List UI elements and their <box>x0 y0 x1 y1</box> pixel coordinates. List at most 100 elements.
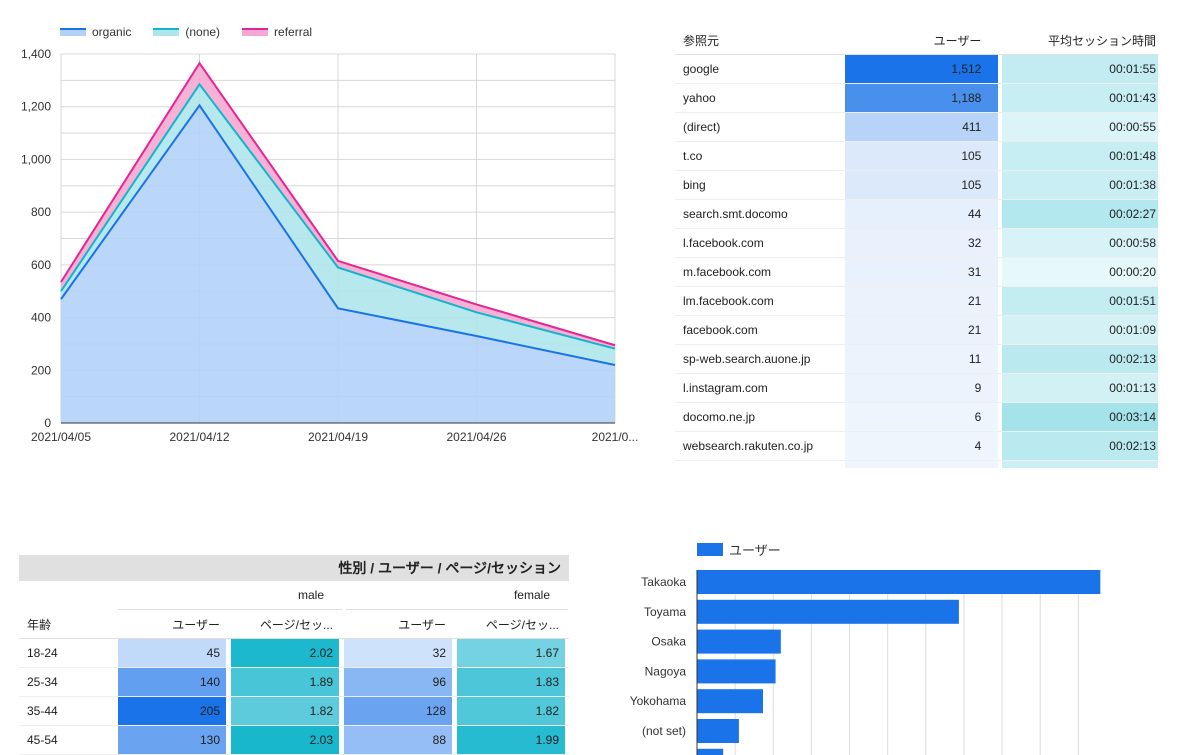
table-row[interactable]: 45-54 130 2.03 88 1.99 <box>19 726 569 755</box>
referrer-avg-time <box>1002 461 1158 468</box>
table-row[interactable]: yahoo 1,188 00:01:43 <box>675 84 1158 113</box>
category-label: Nagoya <box>645 664 687 678</box>
header-male-users[interactable]: ユーザー <box>172 617 220 632</box>
bar-chart: Takaoka Toyama Osaka Nagoya Yokohama (not set… <box>630 570 1101 755</box>
female-pages: 1.82 <box>457 697 565 725</box>
age-label: 45-54 <box>27 733 58 747</box>
y-tick-label: 1,000 <box>21 152 51 166</box>
table-row[interactable] <box>675 461 1158 468</box>
table-row[interactable]: 25-34 140 1.89 96 1.83 <box>19 668 569 697</box>
male-users: 130 <box>118 726 226 754</box>
series-line-organic <box>60 103 616 366</box>
referrer-users: 9 <box>843 374 999 402</box>
table-row[interactable]: docomo.ne.jp 6 00:03:14 <box>675 403 1158 432</box>
header-female-pages[interactable]: ページ/セッ... <box>485 617 559 632</box>
age-table-body: 18-24 45 2.02 32 1.67 25-34 140 1.89 96 1.83 35-44… <box>19 639 569 755</box>
header-male-pages[interactable]: ページ/セッ... <box>259 617 333 632</box>
table-row[interactable]: sp-web.search.auone.jp 11 00:02:13 <box>675 345 1158 374</box>
header-age[interactable]: 年齢 <box>27 617 52 632</box>
female-pages: 1.99 <box>457 726 565 754</box>
legend-label: referral <box>274 25 313 39</box>
referrer-avg-time: 00:01:43 <box>1002 84 1158 112</box>
x-tick-label: 2021/04/19 <box>308 430 368 444</box>
referrer-avg-time: 00:01:38 <box>1002 171 1158 199</box>
referrer-users: 105 <box>843 142 999 170</box>
table-row[interactable]: 18-24 45 2.02 32 1.67 <box>19 639 569 668</box>
category-label: Osaka <box>651 635 686 649</box>
referrer-source: l.facebook.com <box>683 236 764 250</box>
referrer-source: (direct) <box>683 120 721 134</box>
age-label: 25-34 <box>27 675 58 689</box>
table-row[interactable]: l.instagram.com 9 00:01:13 <box>675 374 1158 403</box>
gender-header-row: male female <box>19 581 569 610</box>
table-row[interactable]: bing 105 00:01:38 <box>675 171 1158 200</box>
bar-legend-label: ユーザー <box>729 543 781 558</box>
gender-male-label: male <box>118 581 342 610</box>
referrer-avg-time: 00:00:55 <box>1002 113 1158 141</box>
header-users[interactable]: ユーザー <box>843 27 999 54</box>
bar-takaoka <box>697 570 1101 594</box>
referrer-avg-time: 00:02:13 <box>1002 432 1158 460</box>
referrer-users: 105 <box>843 171 999 199</box>
table-row[interactable]: m.facebook.com 31 00:00:20 <box>675 258 1158 287</box>
referrer-users: 21 <box>843 316 999 344</box>
legend-item-0[interactable]: organic <box>60 25 131 39</box>
category-label: Takaoka <box>641 575 686 589</box>
male-users: 140 <box>118 668 226 696</box>
header-avg-time[interactable]: 平均セッション時間 <box>1047 34 1156 48</box>
header-female-users[interactable]: ユーザー <box>398 617 446 632</box>
area-chart: 0 200 400 600 800 1,000 1,200 1,400 2021/04/05 20… <box>21 47 638 444</box>
table-row[interactable]: (direct) 411 00:00:55 <box>675 113 1158 142</box>
referrer-users: 1,188 <box>843 84 999 112</box>
bar-toyama <box>697 599 959 624</box>
referrer-source: sp-web.search.auone.jp <box>683 352 811 366</box>
female-users: 96 <box>344 668 452 696</box>
male-pages: 2.03 <box>231 726 339 754</box>
category-label: Toyama <box>644 605 686 619</box>
legend-item-2[interactable]: referral <box>242 25 312 39</box>
x-tick-label: 2021/04/12 <box>169 430 229 444</box>
female-pages: 1.83 <box>457 668 565 696</box>
referrer-avg-time: 00:02:27 <box>1002 200 1158 228</box>
y-tick-label: 1,200 <box>21 100 51 114</box>
y-tick-label: 600 <box>31 258 51 272</box>
referrer-source: google <box>683 62 720 76</box>
male-pages: 2.02 <box>231 639 339 667</box>
bar-yokohama <box>697 689 763 714</box>
table-row[interactable]: l.facebook.com 32 00:00:58 <box>675 229 1158 258</box>
x-tick-label: 2021/04/05 <box>31 430 91 444</box>
referrer-avg-time: 00:00:58 <box>1002 229 1158 257</box>
y-tick-label: 400 <box>31 311 51 325</box>
table-row[interactable]: search.smt.docomo 44 00:02:27 <box>675 200 1158 229</box>
referrer-avg-time: 00:01:13 <box>1002 374 1158 402</box>
referrer-table: 参照元 ユーザー 平均セッション時間 google 1,512 00:01:55 ya… <box>675 27 1158 468</box>
referrer-users: 31 <box>843 258 999 286</box>
referrer-users: 21 <box>843 287 999 315</box>
referrer-source: yahoo <box>683 91 716 105</box>
series-line-referral <box>60 61 616 347</box>
referrer-avg-time: 00:01:09 <box>1002 316 1158 344</box>
bar-unlabeled <box>697 748 724 755</box>
referrer-users: 4 <box>843 432 999 460</box>
table-row[interactable]: facebook.com 21 00:01:09 <box>675 316 1158 345</box>
y-tick-label: 0 <box>44 416 51 430</box>
table-row[interactable]: 35-44 205 1.82 128 1.82 <box>19 697 569 726</box>
series-line-none <box>60 82 616 350</box>
referrer-users: 11 <box>843 345 999 373</box>
area-organic <box>61 105 615 424</box>
y-tick-label: 800 <box>31 205 51 219</box>
bar-nagoya <box>697 659 776 684</box>
category-label: Yokohama <box>630 694 687 708</box>
male-pages: 1.89 <box>231 668 339 696</box>
header-source[interactable]: 参照元 <box>683 34 720 48</box>
table-row[interactable]: websearch.rakuten.co.jp 4 00:02:13 <box>675 432 1158 461</box>
table-row[interactable]: google 1,512 00:01:55 <box>675 55 1158 84</box>
referrer-table-header: 参照元 ユーザー 平均セッション時間 <box>675 27 1158 55</box>
table-row[interactable]: lm.facebook.com 21 00:01:51 <box>675 287 1158 316</box>
legend-item-1[interactable]: (none) <box>153 25 220 39</box>
referrer-users <box>843 461 999 468</box>
table-row[interactable]: t.co 105 00:01:48 <box>675 142 1158 171</box>
referrer-avg-time: 00:01:55 <box>1002 55 1158 83</box>
referrer-avg-time: 00:00:20 <box>1002 258 1158 286</box>
referrer-users: 32 <box>843 229 999 257</box>
